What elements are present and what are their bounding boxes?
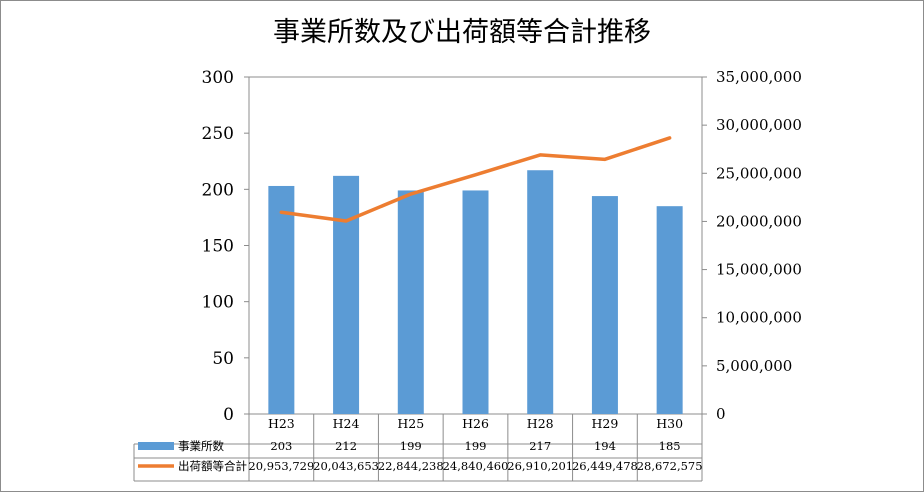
- category-label: H29: [592, 416, 619, 431]
- data-table-cell: 203: [270, 439, 292, 453]
- category-label: H23: [268, 416, 295, 431]
- category-label: H24: [333, 416, 360, 431]
- data-table-cell: 26,449,478: [572, 459, 638, 473]
- right-axis-tick-label: 10,000,000: [716, 309, 802, 327]
- bar-H26: [462, 190, 489, 414]
- line-series-shipments: [279, 136, 672, 223]
- bar-H24: [333, 175, 360, 414]
- right-axis-tick-label: 15,000,000: [716, 261, 802, 279]
- left-axis-tick-label: 0: [223, 405, 234, 425]
- category-label: H28: [527, 416, 554, 431]
- data-table-cell: 26,910,201: [507, 459, 573, 473]
- data-table-cell: 217: [529, 439, 551, 453]
- right-axis-tick-label: 20,000,000: [716, 212, 802, 230]
- right-axis-tick-label: 25,000,000: [716, 164, 802, 182]
- data-table-cell: 194: [594, 439, 616, 453]
- chart-title: 事業所数及び出荷額等合計推移: [273, 17, 651, 48]
- bar-H30: [656, 206, 683, 414]
- category-label: H26: [462, 416, 489, 431]
- data-table-cell: 199: [465, 439, 487, 453]
- data-table-cell: 24,840,460: [443, 459, 509, 473]
- category-label: H25: [397, 416, 424, 431]
- left-axis-tick-label: 200: [202, 180, 234, 200]
- legend-label: 出荷額等合計: [178, 459, 247, 473]
- right-axis-tick-label: 30,000,000: [716, 116, 802, 134]
- bar-H23: [268, 185, 295, 414]
- data-table-cell: 20,953,729: [248, 459, 314, 473]
- bar-H25: [397, 190, 424, 414]
- data-table-cell: 185: [659, 439, 681, 453]
- left-axis-tick-label: 150: [202, 237, 234, 257]
- right-axis-tick-label: 0: [716, 405, 726, 423]
- left-axis-tick-label: 50: [212, 349, 234, 369]
- data-table-cell: 199: [400, 439, 422, 453]
- category-label: H30: [656, 416, 683, 431]
- data-table-cell: 20,043,653: [313, 459, 379, 473]
- right-axis-tick-label: 35,000,000: [716, 68, 802, 86]
- bar-H29: [591, 196, 618, 414]
- data-table-cell: 28,672,575: [637, 459, 703, 473]
- left-axis-tick-label: 100: [202, 293, 234, 313]
- data-table-cell: 22,844,238: [378, 459, 444, 473]
- left-axis-tick-label: 300: [202, 68, 234, 88]
- legend-key-bar: [138, 442, 174, 450]
- bar-H28: [527, 170, 554, 414]
- legend-label: 事業所数: [178, 439, 224, 453]
- left-axis-tick-label: 250: [202, 124, 234, 144]
- right-axis-tick-label: 5,000,000: [716, 357, 792, 375]
- data-table-cell: 212: [335, 439, 357, 453]
